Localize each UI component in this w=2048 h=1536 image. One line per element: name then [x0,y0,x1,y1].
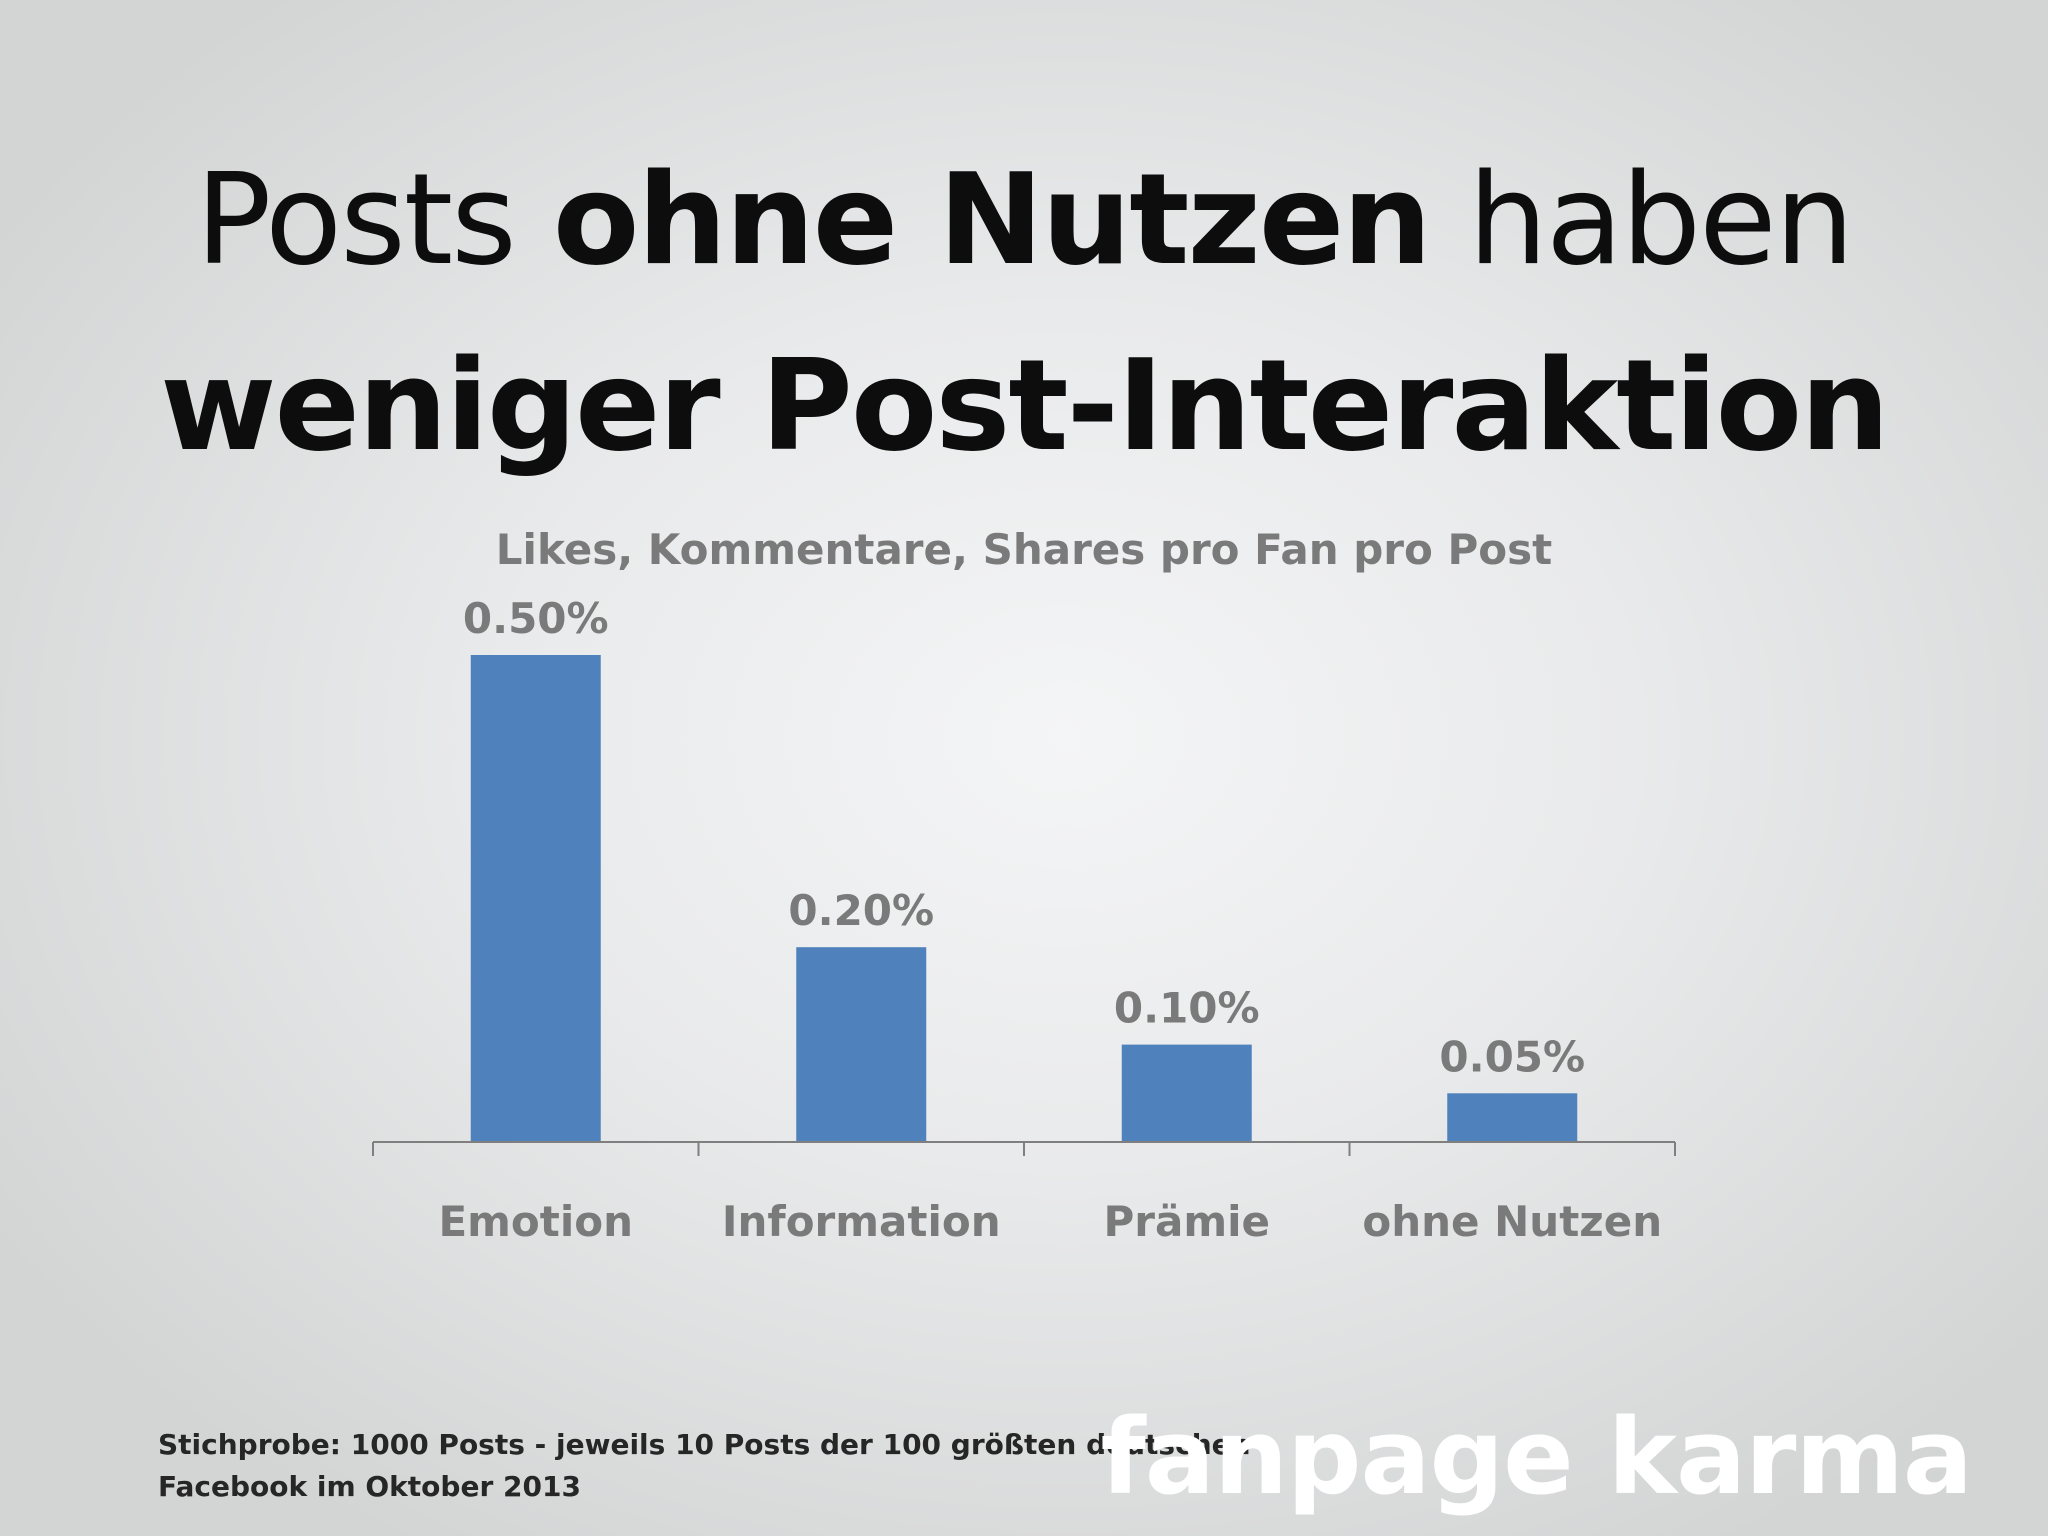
data-label-2: 0.10% [1114,984,1260,1033]
page-title-line1: Posts ohne Nutzen haben [0,140,2048,300]
labels-group: 0.50% Emotion 0.20% Information 0.10% Prämie 0… [438,594,1662,1246]
chart-title: Likes, Kommentare, Shares pro Fan pro Po… [495,525,1553,574]
title-part2: haben [1430,146,1854,293]
title-part1: Posts [195,146,553,293]
bars-group [470,655,1578,1142]
data-label-0: 0.50% [463,594,609,643]
bar-1 [796,947,927,1142]
footnote-line2: Facebook im Oktober 2013 [158,1470,581,1503]
bar-3 [1447,1093,1578,1142]
footnote: Stichprobe: 1000 Posts - jeweils 10 Post… [158,1424,1251,1508]
category-label-1: Information [722,1197,1001,1246]
bar-2 [1121,1044,1252,1142]
brand-logo: fanpage karma [1100,1396,1973,1518]
data-label-3: 0.05% [1439,1032,1585,1081]
footnote-line1: Stichprobe: 1000 Posts - jeweils 10 Post… [158,1428,1251,1461]
category-label-0: Emotion [438,1197,633,1246]
bar-0 [470,655,601,1142]
x-axis [372,1141,1676,1156]
category-label-3: ohne Nutzen [1362,1197,1662,1246]
category-label-2: Prämie [1104,1197,1270,1246]
data-label-1: 0.20% [788,886,934,935]
title-emphasis: ohne Nutzen [552,146,1432,293]
page-title-line2: weniger Post-Interaktion [160,332,1890,479]
